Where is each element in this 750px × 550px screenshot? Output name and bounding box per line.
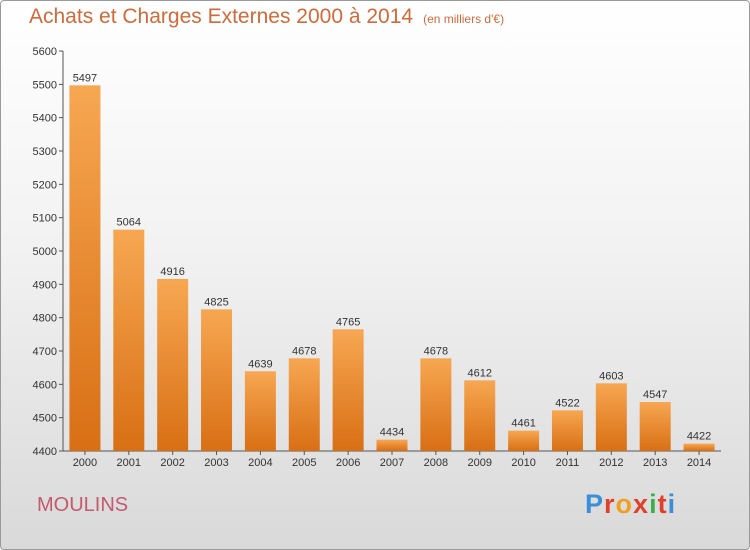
- logo-letter: i: [667, 489, 677, 519]
- logo-letter: t: [657, 489, 668, 519]
- x-tick-label: 2006: [336, 457, 360, 469]
- bar[interactable]: [332, 329, 364, 451]
- y-tick-label: 4700: [33, 346, 57, 358]
- data-labels: 5497 5064 4916 4825 4639 4678 4765 4434 4678 4612…: [73, 72, 712, 442]
- y-tick-label: 5200: [33, 179, 57, 191]
- bar[interactable]: [69, 85, 101, 451]
- bar[interactable]: [420, 358, 452, 451]
- chart-title: Achats et Charges Externes 2000 à 2014: [29, 5, 414, 28]
- bar-value-label: 4522: [555, 397, 579, 409]
- proxiti-logo[interactable]: Proxiti: [585, 489, 676, 520]
- x-tick-label: 2014: [687, 457, 711, 469]
- y-tick-label: 5000: [33, 246, 57, 258]
- bar[interactable]: [551, 410, 583, 451]
- bar-value-label: 4678: [424, 345, 448, 357]
- bar-value-label: 4434: [380, 427, 404, 439]
- bar-value-label: 4825: [204, 296, 228, 308]
- commune-name: MOULINS: [37, 494, 129, 516]
- y-tick-label: 4500: [33, 413, 57, 425]
- x-tick-label: 2003: [204, 457, 228, 469]
- bar[interactable]: [595, 383, 627, 451]
- bar[interactable]: [639, 402, 671, 451]
- bar-value-label: 4612: [467, 367, 491, 379]
- bar[interactable]: [288, 358, 320, 451]
- bar[interactable]: [683, 443, 715, 451]
- bar-value-label: 4422: [687, 431, 711, 443]
- logo-letter: r: [604, 489, 616, 519]
- bar-value-label: 4547: [643, 389, 667, 401]
- x-tick-label: 2011: [556, 457, 580, 469]
- bar-value-label: 5497: [73, 72, 97, 84]
- title-block: Achats et Charges Externes 2000 à 2014 (e…: [29, 5, 504, 29]
- bar-value-label: 4765: [336, 316, 360, 328]
- x-tick-label: 2005: [292, 457, 316, 469]
- bar-value-label: 4461: [511, 418, 535, 430]
- bar[interactable]: [508, 430, 540, 451]
- logo-letter: x: [633, 489, 650, 519]
- bar[interactable]: [376, 439, 408, 451]
- y-tick-label: 4900: [33, 279, 57, 291]
- bar-value-label: 5064: [117, 217, 141, 229]
- bar[interactable]: [113, 229, 145, 451]
- y-tick-label: 4400: [33, 446, 57, 458]
- y-tick-label: 5300: [33, 146, 57, 158]
- logo-letter: P: [585, 489, 605, 519]
- bar[interactable]: [201, 309, 233, 451]
- x-tick-label: 2012: [599, 457, 623, 469]
- logo-letter: i: [649, 489, 658, 519]
- x-tick-label: 2010: [511, 457, 535, 469]
- x-tick-label: 2001: [117, 457, 141, 469]
- bar-value-label: 4678: [292, 345, 316, 357]
- x-tick-label: 2008: [424, 457, 448, 469]
- bar-value-label: 4603: [599, 370, 623, 382]
- y-tick-label: 4800: [33, 313, 57, 325]
- bar[interactable]: [464, 380, 496, 451]
- y-tick-label: 5100: [33, 213, 57, 225]
- y-tick-label: 4600: [33, 379, 57, 391]
- chart-unit: (en milliers d'€): [423, 12, 505, 26]
- x-tick-label: 2004: [248, 457, 272, 469]
- x-tick-label: 2007: [380, 457, 404, 469]
- bar[interactable]: [244, 371, 276, 451]
- bars: [69, 85, 715, 451]
- bar-value-label: 4639: [248, 358, 272, 370]
- logo-letter: o: [615, 489, 634, 519]
- x-tick-label: 2013: [643, 457, 667, 469]
- y-tick-label: 5400: [33, 113, 57, 125]
- y-tick-label: 5500: [33, 79, 57, 91]
- y-tick-label: 5600: [33, 46, 57, 58]
- bar-value-label: 4916: [160, 266, 184, 278]
- bar[interactable]: [157, 279, 189, 451]
- x-tick-label: 2009: [467, 457, 491, 469]
- x-tick-label: 2000: [73, 457, 97, 469]
- x-tick-label: 2002: [160, 457, 184, 469]
